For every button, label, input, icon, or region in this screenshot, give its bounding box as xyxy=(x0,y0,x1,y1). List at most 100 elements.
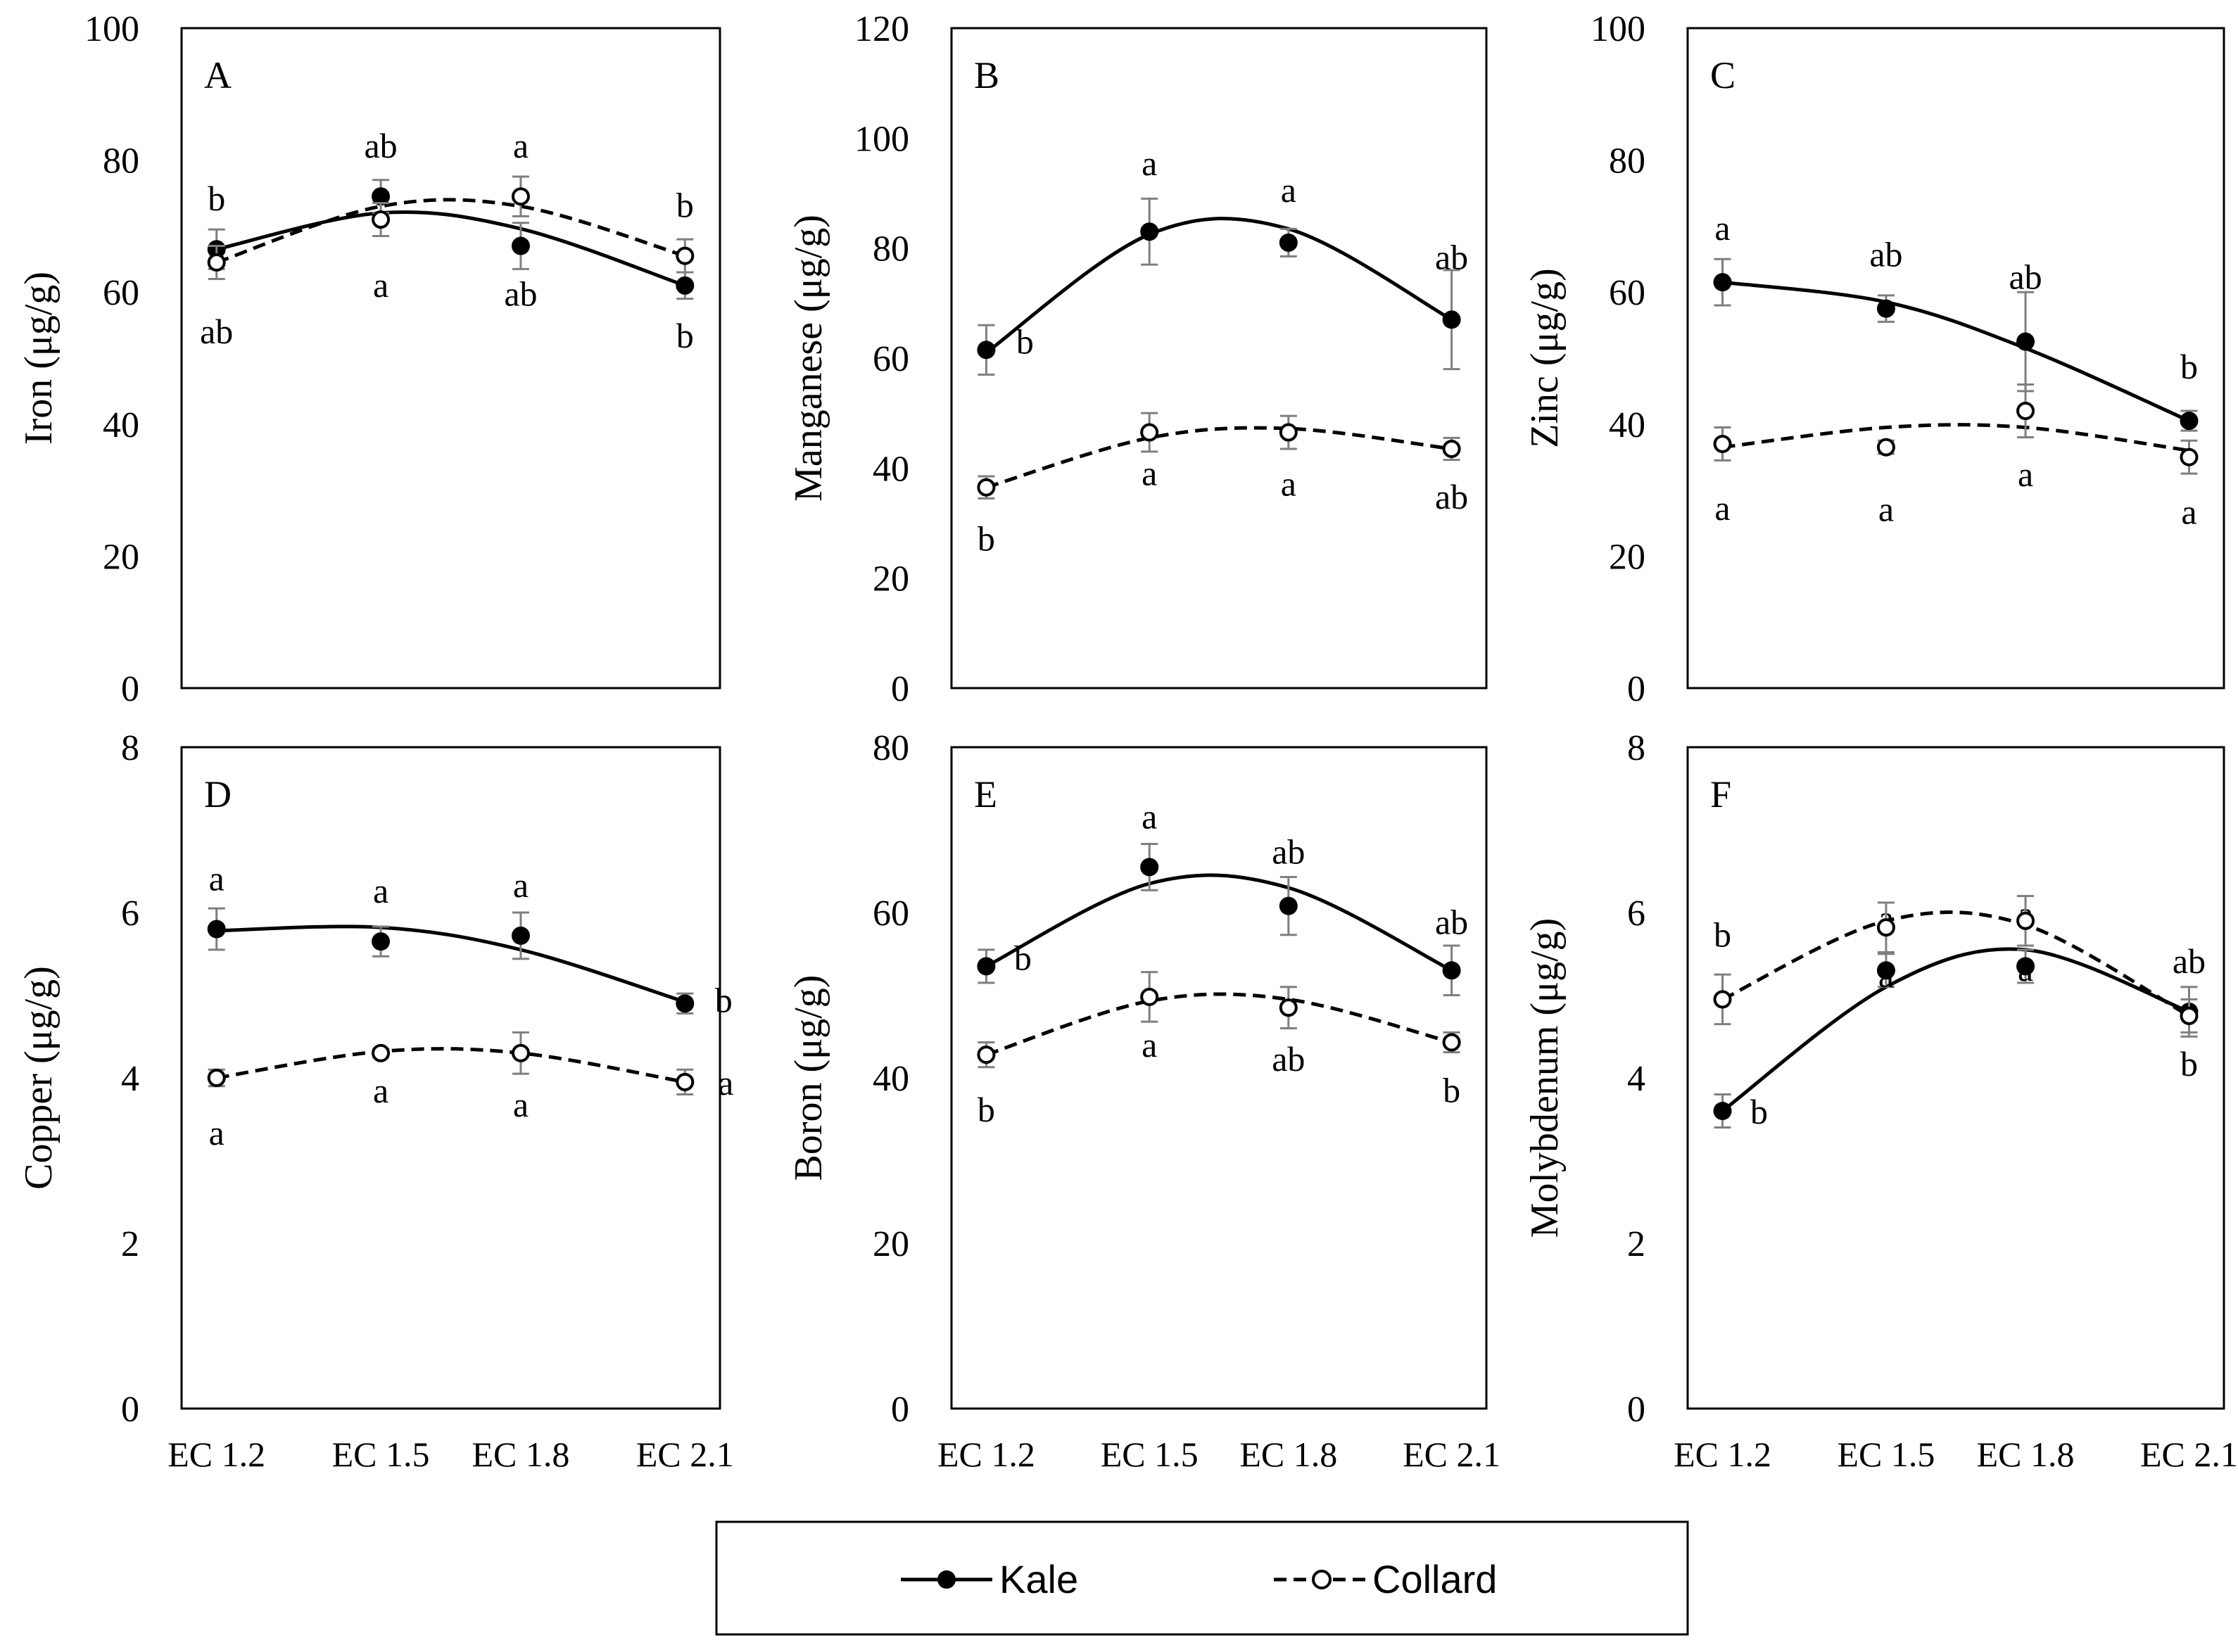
series-kale: b a ab ab xyxy=(977,796,1468,996)
significance-letter: a xyxy=(1142,454,1157,493)
data-point-kale xyxy=(372,187,391,206)
data-point-collard xyxy=(2180,447,2199,466)
panel-letter: A xyxy=(204,54,232,96)
data-point-collard xyxy=(372,1043,391,1062)
data-point-kale xyxy=(511,926,530,945)
y-tick-label: 2 xyxy=(121,1224,139,1264)
x-tick-label: EC 1.5 xyxy=(332,1435,430,1474)
trend-line-kale xyxy=(216,925,686,1004)
significance-letter: b xyxy=(1014,938,1032,977)
significance-letter: a xyxy=(373,871,388,910)
significance-letter: b xyxy=(1750,1092,1768,1131)
panel-c: 0 20 40 60 80 100 Zinc (μg/g) Ca ab ab b a a a a xyxy=(1523,9,2225,709)
y-tick-label: 80 xyxy=(873,728,909,768)
data-point-collard xyxy=(1140,423,1159,442)
trend-line-collard xyxy=(216,1047,685,1084)
data-point-kale xyxy=(977,957,996,976)
y-axis-label: Copper (μg/g) xyxy=(17,966,61,1190)
series-kale: b a a ab xyxy=(977,144,1468,376)
series-kale: a ab ab b xyxy=(1713,208,2199,432)
data-point-kale xyxy=(1140,222,1159,241)
data-point-collard xyxy=(1279,998,1298,1017)
y-tick-label: 100 xyxy=(1591,9,1645,49)
y-tick-label: 80 xyxy=(1609,141,1645,182)
significance-letter: a xyxy=(1142,796,1157,836)
data-point-kale xyxy=(676,276,695,295)
x-tick-label: EC 2.1 xyxy=(1403,1435,1500,1474)
significance-letter: ab xyxy=(1272,1039,1305,1079)
significance-letter: a xyxy=(2181,493,2196,532)
data-point-collard xyxy=(511,1043,530,1062)
trend-line-collard xyxy=(985,992,1453,1057)
data-point-kale xyxy=(1442,961,1461,980)
data-point-collard xyxy=(1279,423,1298,442)
data-point-collard xyxy=(977,478,996,497)
series-collard: b a a b xyxy=(1713,895,2199,1084)
data-point-kale xyxy=(977,341,996,360)
data-point-kale xyxy=(1713,1102,1732,1120)
trend-line-collard xyxy=(985,426,1452,490)
data-point-collard xyxy=(676,1072,695,1091)
data-point-collard xyxy=(1876,438,1895,457)
significance-letter: b xyxy=(1714,915,1731,954)
data-point-kale xyxy=(1279,233,1298,252)
y-tick-label: 120 xyxy=(854,9,909,49)
trend-line-collard xyxy=(215,198,685,265)
significance-letter: ab xyxy=(200,312,233,351)
significance-letter: a xyxy=(373,1071,388,1110)
data-point-kale xyxy=(2016,957,2035,976)
y-tick-label: 4 xyxy=(1627,1059,1645,1099)
data-point-kale xyxy=(207,920,226,939)
y-axis-label: Manganese (μg/g) xyxy=(787,215,830,502)
data-point-collard xyxy=(2016,402,2035,421)
y-tick-label: 100 xyxy=(84,9,139,49)
significance-letter: b xyxy=(2180,1044,2198,1084)
significance-letter: b xyxy=(676,316,694,355)
significance-letter: a xyxy=(1142,1025,1157,1065)
legend-kale-label: Kale xyxy=(999,1557,1078,1601)
y-tick-label: 6 xyxy=(1627,894,1645,934)
data-point-kale xyxy=(1876,961,1895,980)
plot-frame xyxy=(1686,27,2225,690)
y-tick-label: 40 xyxy=(873,1059,909,1099)
significance-letter: a xyxy=(1878,490,1894,529)
x-tick-label: EC 1.2 xyxy=(1674,1435,1771,1474)
series-kale: b a a ab xyxy=(1713,894,2206,1131)
x-tick-label: EC 1.5 xyxy=(1837,1435,1935,1474)
y-axis-label: Zinc (μg/g) xyxy=(1523,268,1567,448)
significance-letter: a xyxy=(209,1113,225,1152)
series-collard: b a a ab xyxy=(977,412,1468,559)
y-tick-label: 8 xyxy=(1627,728,1645,768)
data-point-collard xyxy=(2016,911,2035,930)
y-tick-label: 60 xyxy=(103,273,139,313)
significance-letter: b xyxy=(1443,1070,1460,1110)
y-tick-label: 80 xyxy=(873,229,909,269)
trend-line-collard xyxy=(1722,423,2189,452)
x-tick-label: EC 1.5 xyxy=(1101,1435,1199,1474)
data-point-kale xyxy=(1876,299,1895,318)
y-tick-label: 0 xyxy=(1627,1390,1645,1430)
significance-letter: a xyxy=(2018,949,2033,989)
data-point-kale xyxy=(1713,273,1732,292)
data-point-collard xyxy=(207,1069,226,1087)
significance-letter: b xyxy=(1016,322,1034,361)
plot-frame xyxy=(950,27,1488,690)
legend: Kale Collard xyxy=(715,1520,1689,1636)
significance-letter: ab xyxy=(1869,235,1902,274)
y-tick-label: 40 xyxy=(103,405,139,445)
y-tick-label: 20 xyxy=(873,559,909,599)
significance-letter: ab xyxy=(2009,258,2042,297)
significance-letter: b xyxy=(978,519,995,559)
data-point-collard xyxy=(977,1046,996,1065)
data-point-kale xyxy=(1442,310,1461,329)
significance-letter: a xyxy=(209,859,225,898)
legend-kale-marker xyxy=(937,1570,956,1589)
y-tick-label: 0 xyxy=(1627,669,1645,709)
significance-letter: a xyxy=(513,1085,529,1124)
trend-line-kale xyxy=(216,210,686,288)
data-point-collard xyxy=(1713,434,1732,453)
